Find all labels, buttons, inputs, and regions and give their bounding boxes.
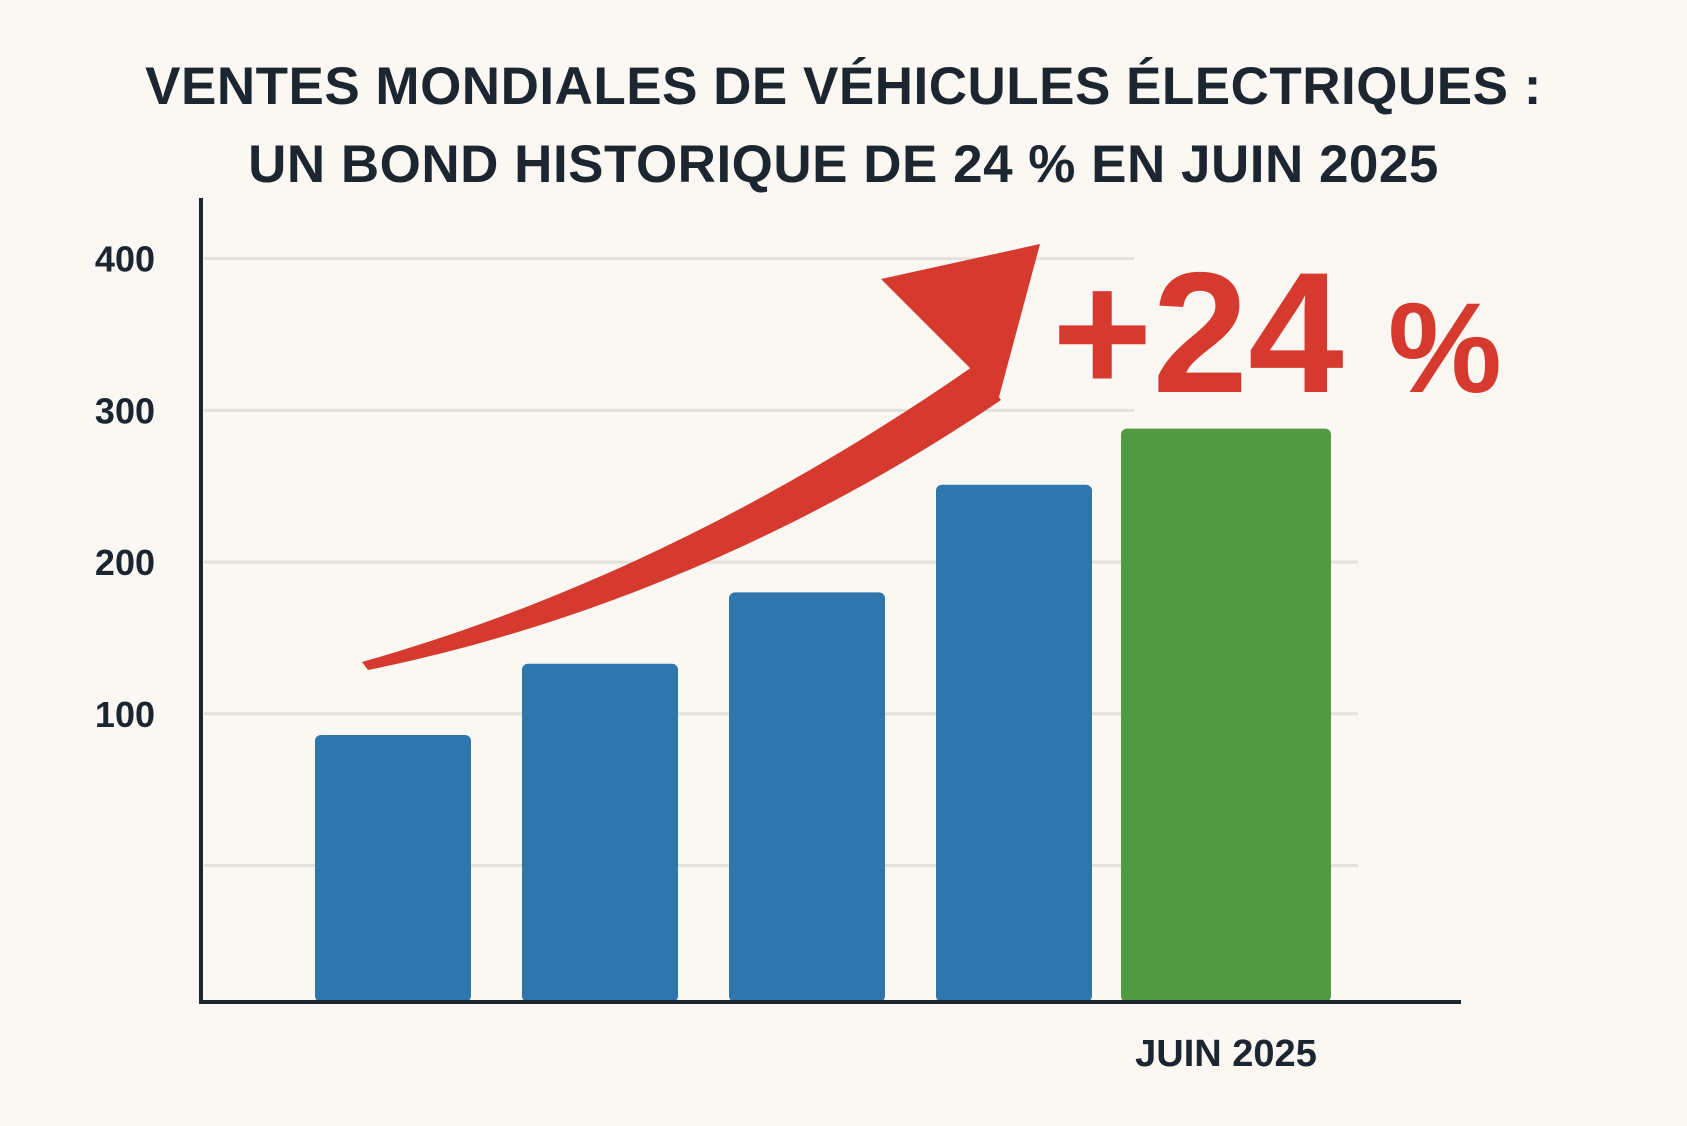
growth-label-plus: +24 [1052,237,1344,429]
bar-1 [522,663,678,1002]
x-axis-ticks: JUIN 2025 [1135,1033,1317,1075]
growth-label-percent: % [1388,277,1502,420]
bar-0 [315,735,471,1002]
growth-arrow [362,244,1040,670]
bars [315,428,1331,1002]
y-tick-label-4: 400 [95,239,155,280]
x-tick-label-4: JUIN 2025 [1135,1033,1317,1075]
bar-2 [729,592,885,1002]
bar-3 [936,484,1092,1002]
chart-title-line-1: VENTES MONDIALES DE VÉHICULES ÉLECTRIQUE… [145,57,1542,116]
chart-title-line-2: UN BOND HISTORIQUE DE 24 % EN JUIN 2025 [248,135,1439,194]
y-tick-label-1: 100 [95,694,155,735]
chart-title: VENTES MONDIALES DE VÉHICULES ÉLECTRIQUE… [0,48,1687,204]
y-axis-ticks: 100 200 300 400 [95,239,155,735]
bar-4 [1121,428,1331,1002]
y-tick-label-3: 300 [95,390,155,431]
growth-arrow-shaft [362,365,1001,670]
growth-label: +24 % [1052,237,1502,429]
growth-arrow-head [881,244,1040,397]
y-tick-label-2: 200 [95,542,155,583]
